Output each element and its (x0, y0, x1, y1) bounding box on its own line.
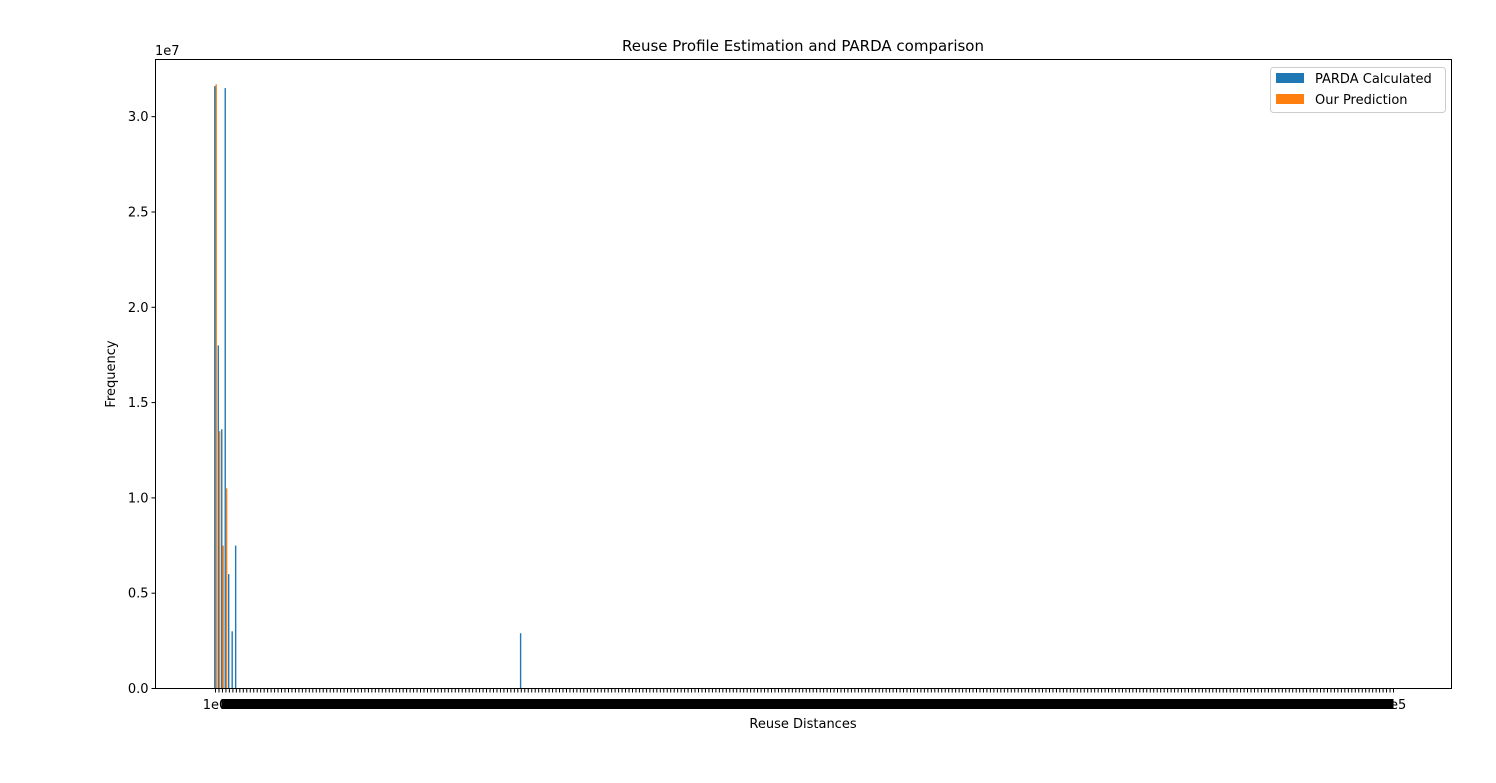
bar-parda (228, 574, 230, 689)
bar-parda (519, 633, 522, 689)
y-tick-label: 0.5 (128, 587, 149, 602)
bar-parda (224, 88, 226, 689)
y-tick-label: 2.5 (128, 205, 149, 220)
legend-label-prediction: Our Prediction (1315, 93, 1408, 108)
bar-parda (221, 429, 223, 689)
y-tick-label: 1.0 (128, 491, 149, 506)
legend-label-parda: PARDA Calculated (1315, 72, 1432, 87)
y-offset-label: 1e7 (155, 44, 180, 59)
y-tick-label: 2.0 (128, 301, 149, 316)
x-tick-label-last: 1e5 (1382, 698, 1407, 713)
y-tick-label: 1.5 (128, 396, 149, 411)
bar-prediction (225, 488, 228, 689)
x-axis-label: Reuse Distances (749, 717, 856, 732)
bar-parda (234, 545, 237, 689)
legend-swatch-prediction (1276, 94, 1304, 104)
bar-prediction (215, 84, 217, 689)
y-tick-label: 0.0 (128, 682, 149, 697)
x-tick-label-first: 1e0 (203, 698, 228, 713)
y-axis-ticks: 0.0 0.5 1.0 1.5 2.0 2.5 3.0 (128, 110, 156, 697)
bar-parda (231, 631, 233, 689)
legend: PARDA Calculated Our Prediction (1270, 67, 1446, 113)
chart-title: Reuse Profile Estimation and PARDA compa… (622, 37, 984, 55)
legend-swatch-parda (1276, 73, 1304, 83)
x-tick-labels-overlap (221, 699, 1394, 709)
plot-frame (155, 59, 1452, 689)
y-tick-label: 3.0 (128, 110, 149, 125)
legend-box (1270, 67, 1446, 113)
bar-prediction (222, 545, 224, 689)
x-axis-ticks (215, 688, 1394, 709)
y-axis-label: Frequency (104, 340, 119, 407)
bars (214, 84, 522, 689)
bar-parda (217, 345, 219, 689)
bar-parda (214, 86, 216, 689)
bar-prediction (218, 431, 221, 689)
